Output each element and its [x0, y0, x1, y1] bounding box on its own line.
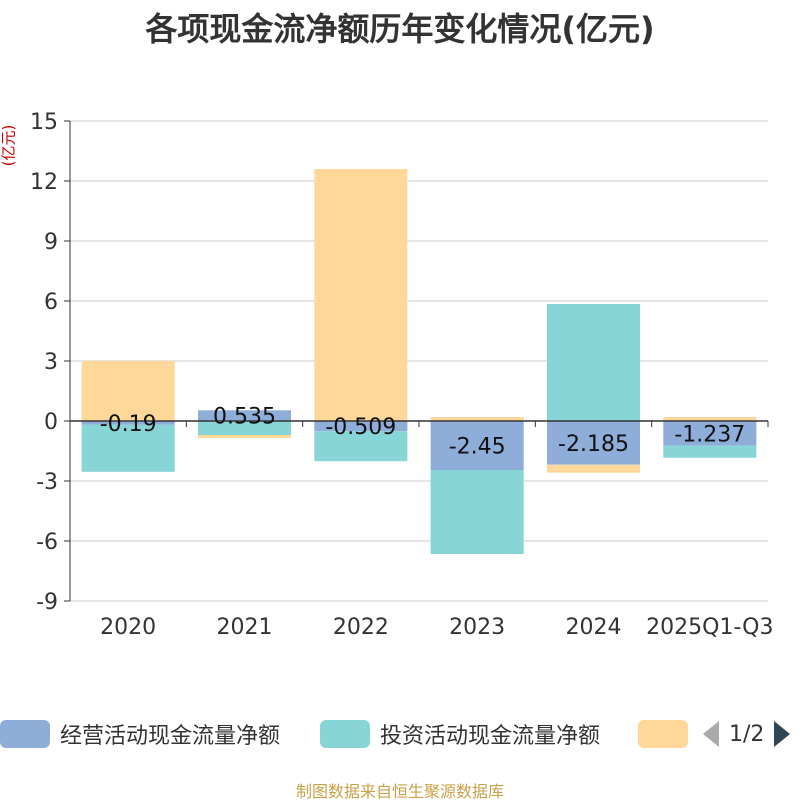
bar-2021-series-0: [197, 410, 292, 421]
bar-2020-series-2: [81, 361, 175, 421]
bar-2022-series-2: [314, 169, 408, 421]
data-label: -0.19: [100, 412, 157, 437]
y-tick-label: -6: [36, 530, 58, 555]
legend-item-investing[interactable]: 投资活动现金流量净额: [320, 717, 600, 751]
legend-prev-page-icon[interactable]: [703, 721, 719, 747]
x-tick-label: 2022: [333, 615, 389, 640]
bar-2023-series-1: [430, 470, 524, 554]
y-tick-label: -9: [36, 590, 58, 615]
data-label: -0.509: [325, 415, 396, 440]
x-tick-label: 2023: [449, 615, 505, 640]
legend-swatch-operating: [0, 720, 50, 748]
bar-2025Q1-Q3-series-1: [663, 445, 757, 458]
bar-2021-series-2: [197, 435, 292, 438]
x-tick-label: 2025Q1-Q3: [646, 615, 773, 640]
legend-swatch-investing: [320, 720, 370, 748]
x-tick-label: 2021: [217, 615, 273, 640]
y-tick-label: 6: [44, 290, 58, 315]
y-tick-label: 9: [44, 230, 58, 255]
y-tick-label: -3: [36, 470, 58, 495]
bar-2020-series-0: [81, 421, 175, 425]
bar-2023-series-2: [430, 417, 524, 421]
data-label: -2.185: [558, 432, 629, 457]
legend-next-page-icon[interactable]: [774, 721, 791, 747]
bar-2025Q1-Q3-series-2: [663, 417, 757, 421]
y-tick-label: 15: [30, 110, 58, 135]
bar-2024-series-0: [546, 421, 641, 465]
y-tick-label: 12: [30, 170, 58, 195]
legend-label-operating: 经营活动现金流量净额: [60, 724, 281, 749]
chart-title: 各项现金流净额历年变化情况(亿元): [145, 10, 655, 48]
x-tick-label: 2024: [566, 615, 622, 640]
legend-item-operating[interactable]: 经营活动现金流量净额: [0, 717, 280, 751]
legend-label-investing: 投资活动现金流量净额: [380, 724, 601, 749]
bar-2021-series-1: [197, 421, 292, 435]
bar-2024-series-1: [546, 304, 641, 421]
bar-2020-series-1: [81, 424, 175, 472]
data-label: -2.45: [449, 435, 506, 460]
bar-2022-series-1: [314, 431, 408, 462]
chart-canvas: 15 12 9 6 3 0 -3 -6 -9 -0.19 0.535 -0.509 -2.45 -2.18…: [30, 110, 774, 640]
data-label: 0.535: [213, 405, 276, 430]
legend-item-financing[interactable]: [638, 717, 688, 751]
legend-page-indicator: 1/2: [729, 721, 765, 747]
legend: 经营活动现金流量净额 投资活动现金流量净额 1/2: [0, 717, 800, 751]
y-tick-label: 3: [44, 350, 58, 375]
bar-2022-series-0: [314, 421, 408, 432]
data-source-note: 制图数据来自恒生聚源数据库: [295, 782, 504, 801]
y-tick-label: 0: [44, 410, 58, 435]
data-label: -1.237: [674, 422, 745, 447]
legend-swatch-financing: [638, 720, 688, 748]
x-tick-label: 2020: [100, 615, 156, 640]
bar-2023-series-0: [430, 421, 524, 470]
bar-2025Q1-Q3-series-0: [663, 421, 757, 446]
legend-pager: 1/2: [703, 717, 791, 751]
bar-2024-series-2: [546, 464, 641, 473]
